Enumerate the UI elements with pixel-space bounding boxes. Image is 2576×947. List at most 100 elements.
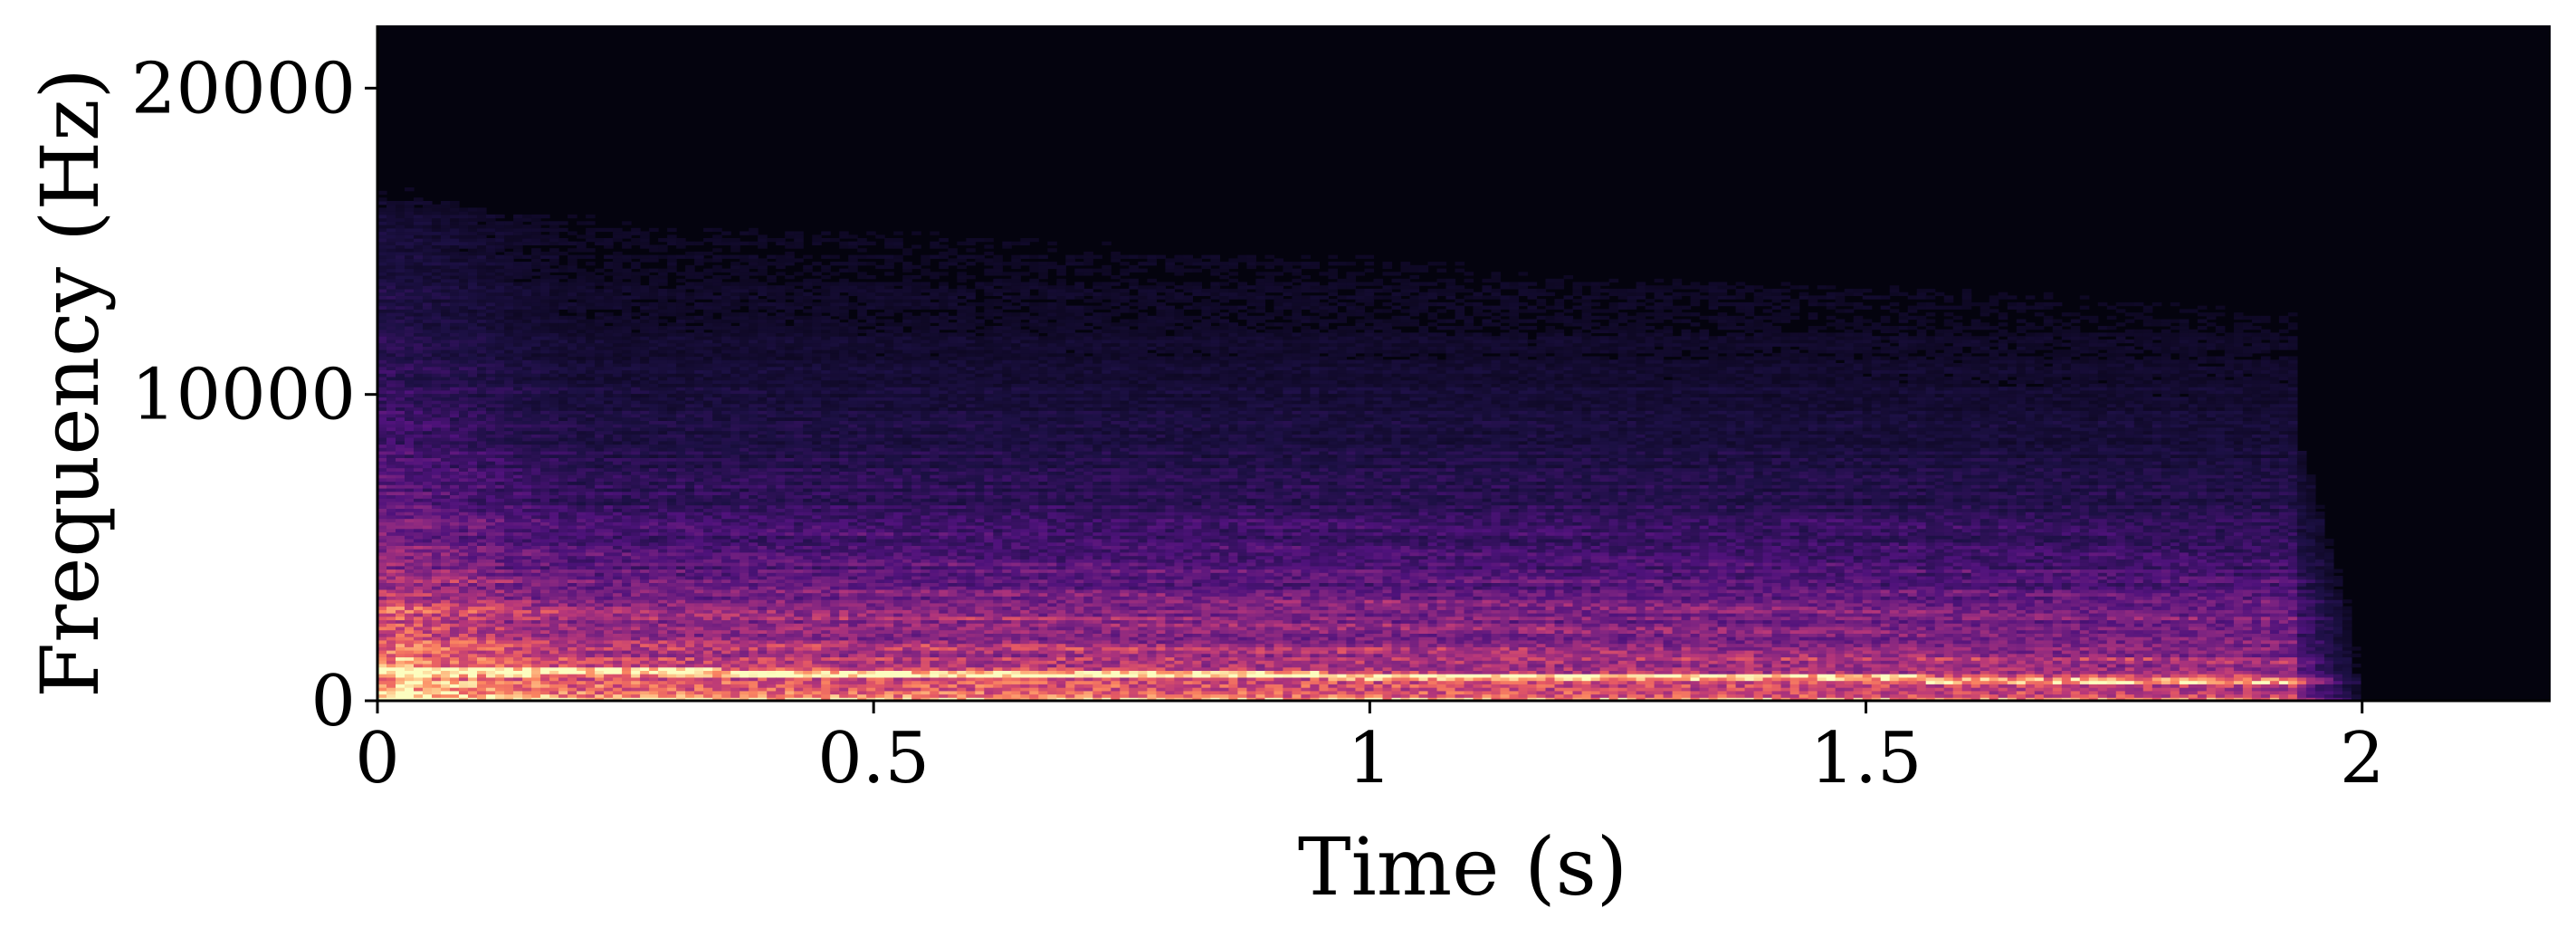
- spectrogram-cell: [667, 265, 677, 269]
- spectrogram-cell: [658, 359, 668, 363]
- spectrogram-cell: [586, 512, 596, 515]
- spectrogram-cell: [414, 252, 424, 255]
- spectrogram-cell: [522, 505, 532, 509]
- spectrogram-cell: [504, 262, 514, 265]
- spectrogram-cell: [522, 502, 532, 505]
- spectrogram-cell: [540, 404, 550, 407]
- spectrogram-cell: [694, 532, 704, 536]
- spectrogram-cell: [540, 579, 550, 583]
- spectrogram-cell: [631, 471, 641, 474]
- spectrogram-cell: [577, 471, 587, 474]
- spectrogram-cell: [586, 521, 596, 525]
- spectrogram-cell: [549, 363, 559, 367]
- spectrogram-cell: [396, 343, 405, 347]
- spectrogram-cell: [504, 535, 514, 539]
- spectrogram-cell: [694, 417, 704, 421]
- spectrogram-cell: [703, 691, 713, 694]
- spectrogram-cell: [468, 383, 478, 387]
- spectrogram-cell: [568, 515, 577, 519]
- spectrogram-cell: [549, 387, 559, 390]
- spectrogram-cell: [522, 539, 532, 542]
- spectrogram-cell: [459, 505, 469, 509]
- spectrogram-cell: [540, 674, 550, 677]
- spectrogram-cell: [531, 370, 541, 374]
- spectrogram-cell: [631, 279, 641, 282]
- spectrogram-cell: [531, 218, 541, 222]
- spectrogram-cell: [604, 603, 614, 607]
- spectrogram-cell: [622, 620, 632, 624]
- spectrogram-cell: [649, 420, 659, 424]
- spectrogram-cell: [622, 437, 632, 441]
- spectrogram-cell: [386, 322, 396, 326]
- spectrogram-cell: [386, 549, 396, 552]
- spectrogram-cell: [486, 502, 496, 505]
- spectrogram-cell: [513, 437, 523, 441]
- spectrogram-cell: [468, 332, 478, 336]
- spectrogram-cell: [531, 445, 541, 448]
- spectrogram-cell: [441, 255, 451, 259]
- spectrogram-cell: [577, 244, 587, 248]
- spectrogram-cell: [522, 545, 532, 549]
- spectrogram-cell: [377, 410, 387, 414]
- spectrogram-cell: [586, 508, 596, 512]
- spectrogram-cell: [432, 279, 442, 282]
- spectrogram-cell: [568, 407, 577, 411]
- spectrogram-cell: [667, 644, 677, 647]
- spectrogram-cell: [649, 447, 659, 451]
- spectrogram-cell: [495, 431, 505, 435]
- spectrogram-cell: [604, 380, 614, 384]
- spectrogram-cell: [486, 603, 496, 607]
- spectrogram-cell: [414, 562, 424, 566]
- spectrogram-cell: [504, 427, 514, 431]
- spectrogram-cell: [396, 478, 405, 482]
- spectrogram-cell: [522, 407, 532, 411]
- spectrogram-cell: [667, 515, 677, 519]
- spectrogram-cell: [676, 468, 686, 472]
- spectrogram-cell: [513, 576, 523, 579]
- spectrogram-cell: [504, 373, 514, 377]
- spectrogram-cell: [640, 495, 650, 499]
- spectrogram-cell: [531, 330, 541, 333]
- spectrogram-cell: [540, 451, 550, 454]
- spectrogram-cell: [640, 447, 650, 451]
- spectrogram-cell: [667, 404, 677, 407]
- spectrogram-cell: [522, 583, 532, 587]
- spectrogram-cell: [423, 691, 433, 694]
- spectrogram-cell: [649, 617, 659, 620]
- spectrogram-cell: [432, 630, 442, 634]
- spectrogram-cell: [495, 617, 505, 620]
- spectrogram-cell: [586, 367, 596, 370]
- spectrogram-cell: [386, 515, 396, 519]
- spectrogram-cell: [685, 357, 695, 360]
- spectrogram-cell: [513, 332, 523, 336]
- spectrogram-cell: [685, 502, 695, 505]
- spectrogram-cell: [468, 424, 478, 427]
- spectrogram-cell: [622, 654, 632, 657]
- spectrogram-cell: [622, 272, 632, 275]
- spectrogram-cell: [685, 566, 695, 569]
- spectrogram-cell: [459, 630, 469, 634]
- spectrogram-cell: [694, 457, 704, 461]
- spectrogram-cell: [640, 387, 650, 390]
- spectrogram-cell: [377, 244, 387, 248]
- spectrogram-cell: [405, 569, 415, 573]
- spectrogram-cell: [522, 644, 532, 647]
- spectrogram-cell: [558, 373, 568, 377]
- spectrogram-cell: [441, 252, 451, 255]
- spectrogram-cell: [423, 576, 433, 579]
- spectrogram-cell: [658, 488, 668, 492]
- spectrogram-cell: [441, 340, 451, 343]
- spectrogram-cell: [649, 407, 659, 411]
- spectrogram-cell: [640, 613, 650, 617]
- spectrogram-cell: [586, 694, 596, 698]
- spectrogram-cell: [513, 468, 523, 472]
- spectrogram-cell: [658, 289, 668, 292]
- spectrogram-cell: [495, 336, 505, 340]
- spectrogram-cell: [549, 410, 559, 414]
- spectrogram-cell: [549, 687, 559, 691]
- spectrogram-cell: [504, 441, 514, 445]
- spectrogram-cell: [685, 370, 695, 374]
- spectrogram-cell: [423, 232, 433, 235]
- spectrogram-cell: [649, 650, 659, 654]
- spectrogram-cell: [631, 505, 641, 509]
